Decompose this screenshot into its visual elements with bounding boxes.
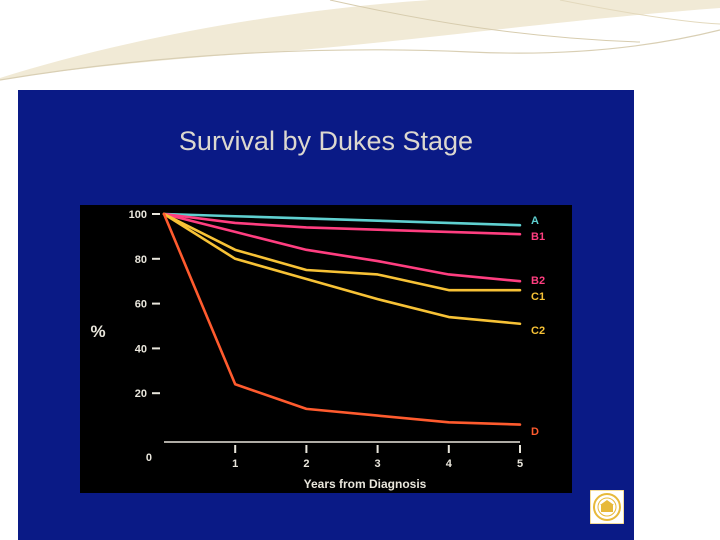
series-line-b2 [162, 212, 522, 283]
y-axis-label: % [90, 322, 105, 341]
x-tick-label: 1 [232, 458, 238, 470]
x-tick-label: 5 [517, 458, 523, 470]
x-tick-label: 2 [303, 458, 309, 470]
series-label-c1: C1 [531, 291, 545, 303]
series-label-c2: C2 [531, 325, 545, 337]
series-line-b1 [162, 212, 522, 236]
series-line-c2 [162, 212, 522, 326]
series-line-a [162, 212, 522, 227]
y-tick-label: 0 [146, 452, 152, 464]
series-label-d: D [531, 426, 539, 438]
x-axis-label: Years from Diagnosis [304, 477, 427, 491]
y-tick-label: 100 [129, 209, 147, 221]
x-tick-label: 3 [375, 458, 381, 470]
university-seal-logo [590, 490, 624, 524]
series-label-a: A [531, 215, 539, 227]
series-line-d [162, 212, 522, 426]
y-tick-label: 20 [135, 388, 147, 400]
series-label-b2: B2 [531, 275, 545, 287]
y-tick-label: 60 [135, 299, 147, 311]
chart-title: Survival by Dukes Stage [178, 126, 474, 156]
header-swoosh-decoration [0, 0, 720, 81]
series-label-b1: B1 [531, 231, 545, 243]
y-tick-label: 40 [135, 343, 147, 355]
x-tick-label: 4 [446, 458, 453, 470]
series-line-c1 [162, 212, 522, 292]
y-tick-label: 80 [135, 254, 147, 266]
